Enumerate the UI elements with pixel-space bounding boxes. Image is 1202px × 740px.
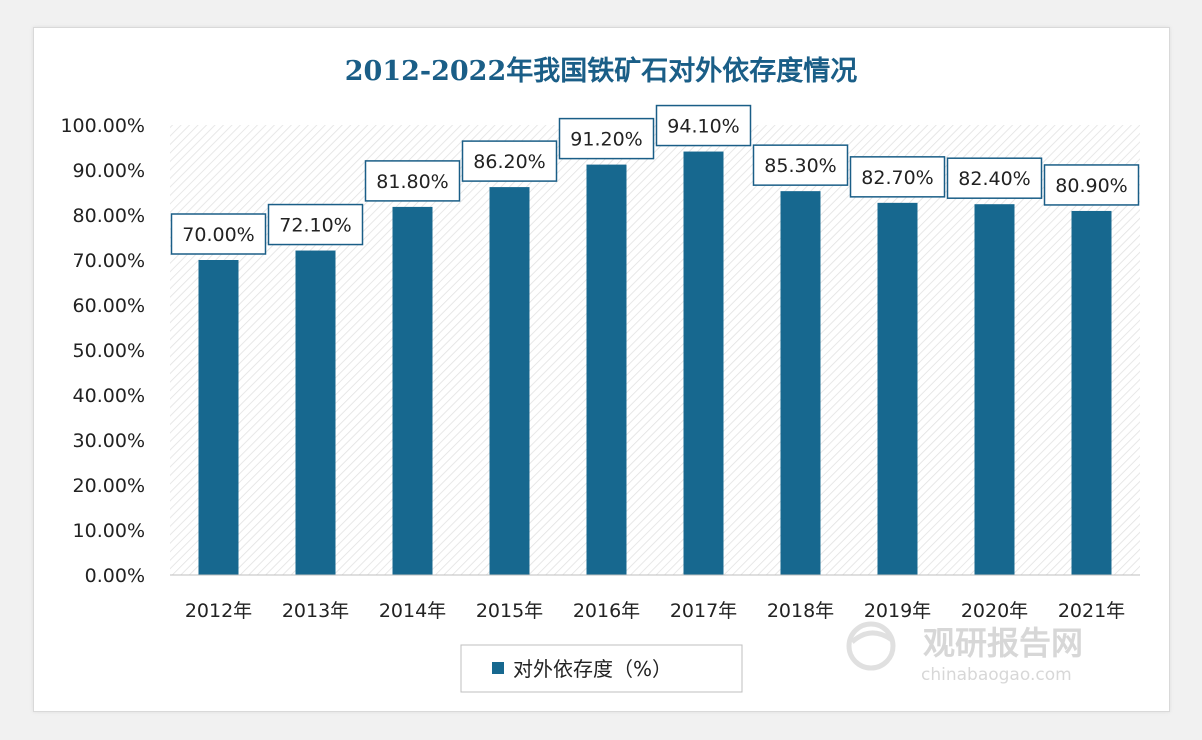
data-label: 86.20% xyxy=(473,151,545,173)
y-tick-label: 50.00% xyxy=(73,340,145,362)
bar xyxy=(586,164,627,575)
watermark-logo: 观研报告网 chinabaogao.com xyxy=(846,621,1083,685)
data-label-box xyxy=(752,144,849,186)
data-label: 85.30% xyxy=(764,155,836,177)
legend-label: 对外依存度（%） xyxy=(513,657,672,681)
data-labels: 70.00% 72.10% 81.80% 86.20% 91.20% 94.10% 85.3… xyxy=(170,104,1140,255)
bar xyxy=(295,250,336,576)
y-tick-label: 20.00% xyxy=(73,475,145,497)
bar xyxy=(974,204,1015,575)
x-tick-label: 2020年 xyxy=(961,600,1028,622)
bar-series xyxy=(198,151,1112,576)
data-label-box xyxy=(364,160,461,202)
data-label-box xyxy=(849,156,946,198)
data-label: 91.20% xyxy=(570,129,642,151)
data-label: 82.70% xyxy=(861,167,933,189)
y-tick-label: 40.00% xyxy=(73,385,145,407)
y-tick-label: 90.00% xyxy=(73,160,145,182)
data-label: 70.00% xyxy=(182,224,254,246)
x-tick-label: 2019年 xyxy=(864,600,931,622)
data-label: 82.40% xyxy=(958,168,1030,190)
bar xyxy=(489,187,530,575)
bar xyxy=(877,202,918,575)
y-axis-ticks: 0.00% 10.00% 20.00% 30.00% 40.00% 50.00% 60.00… xyxy=(60,115,145,587)
chart-title: 2012-2022年我国铁矿石对外依存度情况 xyxy=(345,55,858,87)
y-tick-label: 60.00% xyxy=(73,295,145,317)
bar xyxy=(392,206,433,575)
data-label-box xyxy=(946,157,1043,199)
data-label-box xyxy=(655,104,752,147)
data-label-box xyxy=(1043,164,1140,206)
watermark-url: chinabaogao.com xyxy=(921,665,1072,685)
bar xyxy=(1071,210,1112,575)
y-tick-label: 10.00% xyxy=(73,520,145,542)
x-tick-label: 2016年 xyxy=(573,600,640,622)
y-tick-label: 0.00% xyxy=(85,565,145,587)
y-tick-label: 100.00% xyxy=(60,115,145,137)
x-tick-label: 2018年 xyxy=(767,600,834,622)
data-label: 72.10% xyxy=(279,215,351,237)
x-tick-label: 2012年 xyxy=(185,600,252,622)
bar xyxy=(683,151,724,576)
data-label-box xyxy=(170,213,267,255)
bar xyxy=(780,191,821,575)
data-label: 81.80% xyxy=(376,171,448,193)
y-tick-label: 30.00% xyxy=(73,430,145,452)
data-label-box xyxy=(461,140,558,182)
bar xyxy=(198,260,239,575)
data-label: 94.10% xyxy=(667,116,739,138)
x-tick-label: 2017年 xyxy=(670,600,737,622)
data-label: 80.90% xyxy=(1055,175,1127,197)
legend-box xyxy=(460,644,743,693)
watermark-brand: 观研报告网 xyxy=(923,624,1083,662)
x-tick-label: 2015年 xyxy=(476,600,543,622)
data-label-box xyxy=(267,203,364,246)
x-axis-ticks: 2012年 2013年 2014年 2015年 2016年 2017年 2018年 2019年… xyxy=(185,600,1125,622)
y-tick-label: 70.00% xyxy=(73,250,145,272)
data-label-box xyxy=(558,117,655,160)
y-tick-label: 80.00% xyxy=(73,205,145,227)
x-tick-label: 2013年 xyxy=(282,600,349,622)
legend-swatch xyxy=(492,662,504,674)
x-tick-label: 2014年 xyxy=(379,600,446,622)
x-tick-label: 2021年 xyxy=(1058,600,1125,622)
